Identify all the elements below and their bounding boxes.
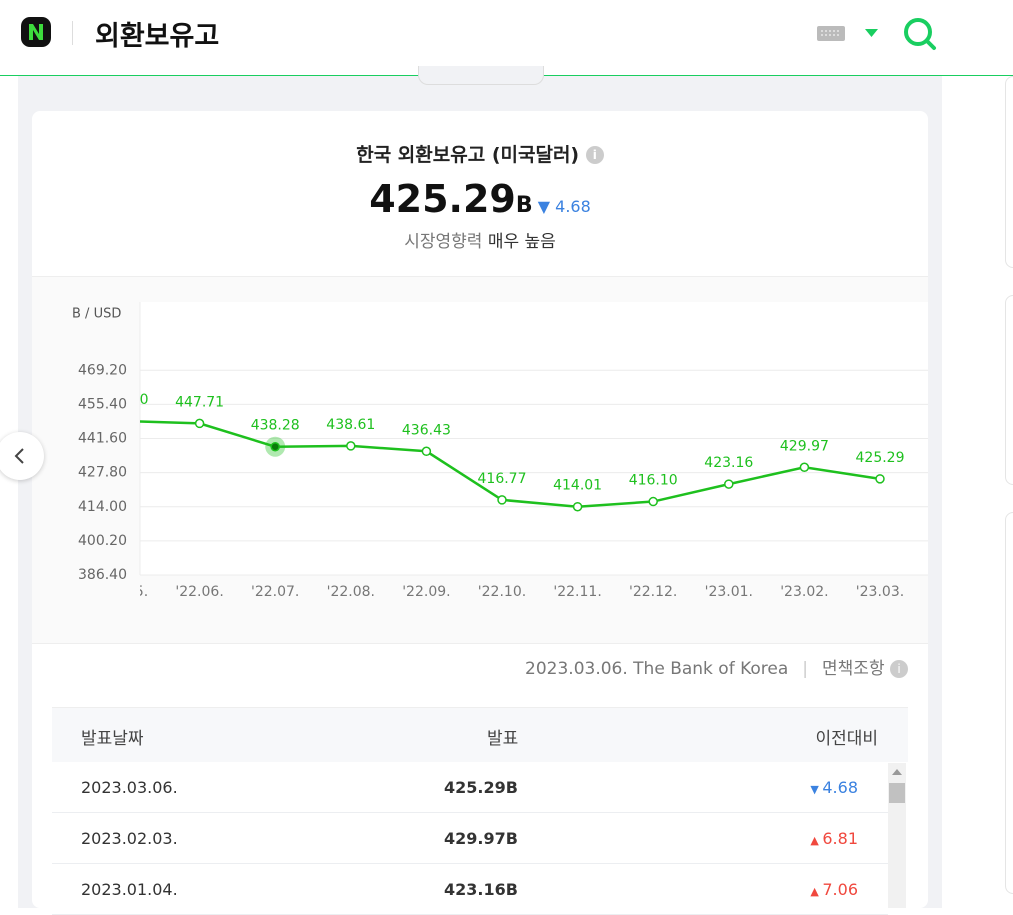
x-tick-label: '22.07. bbox=[251, 584, 299, 600]
x-tick-label: '23.03. bbox=[856, 584, 904, 600]
point bbox=[875, 474, 885, 484]
point bbox=[194, 418, 205, 429]
side-card bbox=[1005, 76, 1013, 268]
change: 7.06 bbox=[822, 880, 858, 899]
impact-label: 시장영향력 bbox=[404, 232, 483, 252]
header-cell: 발표 bbox=[487, 729, 519, 749]
x-tick-label: '22.10. bbox=[478, 584, 526, 600]
data-label: 438.61 bbox=[326, 417, 375, 433]
x-tick-label: '22.08. bbox=[327, 584, 375, 600]
x-tick-label: '23.01. bbox=[705, 584, 753, 600]
point bbox=[497, 495, 507, 505]
logo[interactable] bbox=[20, 16, 52, 48]
table-row: 2023.03.06. 425.29B ▼ 4.68 bbox=[52, 762, 888, 813]
header-title: 외환보유고 bbox=[95, 21, 220, 52]
change-arrow: ▲ bbox=[810, 834, 823, 847]
change: 4.68 bbox=[555, 197, 591, 216]
data-label: 414.01 bbox=[553, 478, 602, 494]
y-axis-label: B / USD bbox=[72, 307, 121, 322]
data-label: 416.77 bbox=[478, 471, 527, 487]
date-cell: 2023.02.03. bbox=[81, 829, 178, 848]
data-label: 448.70 bbox=[100, 392, 149, 408]
keyboard-icon[interactable] bbox=[816, 24, 846, 44]
y-tick-label: 469.20 bbox=[78, 362, 127, 378]
dropdown-icon[interactable] bbox=[864, 27, 880, 39]
change-arrow: ▼ bbox=[537, 197, 551, 216]
info-icon[interactable]: i bbox=[890, 660, 908, 678]
data-label: 423.16 bbox=[704, 455, 753, 471]
point bbox=[799, 462, 810, 473]
y-tick-label: 455.40 bbox=[78, 396, 127, 412]
x-tick-label: '23.02. bbox=[780, 584, 828, 600]
data-label: 447.71 bbox=[175, 394, 224, 410]
chart: B / USD 386.40 400.20 414.00 427.80 441.60 45… bbox=[72, 302, 928, 600]
current-value: 425.29 bbox=[369, 177, 516, 221]
prev-button[interactable] bbox=[0, 432, 44, 480]
side-card bbox=[1005, 512, 1013, 894]
change-arrow: ▲ bbox=[810, 885, 823, 898]
date-cell: 2023.03.06. bbox=[81, 778, 178, 797]
value-wrap: 425.29B ▼ 4.68 bbox=[32, 177, 928, 221]
change-arrow: ▼ bbox=[810, 783, 823, 796]
card-title-wrap: 한국 외환보유고 (미국달러) i bbox=[32, 140, 928, 167]
impact-value: 매우 높음 bbox=[487, 232, 556, 252]
y-tick-label: 441.60 bbox=[78, 431, 127, 447]
point bbox=[270, 441, 280, 452]
point bbox=[421, 446, 432, 457]
change: 6.81 bbox=[822, 829, 858, 848]
table-header: 발표날짜 발표 이전대비 bbox=[52, 707, 908, 762]
x-tick-label: '22.12. bbox=[629, 584, 677, 600]
unit: B bbox=[515, 193, 533, 218]
point bbox=[572, 501, 583, 512]
table-row: 2023.01.04. 423.16B ▲ 7.06 bbox=[52, 864, 888, 915]
y-tick-label: 427.80 bbox=[78, 465, 127, 481]
point bbox=[648, 496, 658, 507]
y-tick-label: 400.20 bbox=[78, 533, 127, 549]
x-tick-label: '22.11. bbox=[553, 584, 601, 600]
point bbox=[346, 441, 356, 451]
data-label: 425.29 bbox=[856, 450, 905, 466]
source: 2023.03.06. The Bank of Korea | 면책조항 i bbox=[525, 654, 908, 679]
change-cell: ▲ 6.81 bbox=[810, 829, 858, 848]
header-cell: 이전대비 bbox=[815, 729, 878, 749]
source-text: 2023.03.06. The Bank of Korea bbox=[525, 659, 789, 679]
x-tick-label: '22.05. bbox=[100, 584, 148, 600]
header-cell: 발표날짜 bbox=[81, 729, 144, 749]
tab-handle[interactable] bbox=[418, 66, 544, 85]
data-label: 438.28 bbox=[251, 418, 300, 434]
search-icon[interactable] bbox=[902, 15, 938, 51]
info-icon[interactable]: i bbox=[585, 146, 604, 164]
value-cell: 423.16B bbox=[444, 880, 518, 899]
scrollbar[interactable] bbox=[888, 763, 906, 908]
data-label: 429.97 bbox=[780, 438, 829, 454]
date-cell: 2023.01.04. bbox=[81, 880, 178, 899]
point bbox=[120, 417, 128, 425]
x-tick-label: '22.09. bbox=[402, 584, 450, 600]
header: 외환보유고 bbox=[0, 0, 1013, 76]
divider bbox=[72, 21, 73, 45]
y-tick-label: 414.00 bbox=[78, 499, 127, 515]
change-cell: ▲ 7.06 bbox=[810, 880, 858, 899]
value-cell: 429.97B bbox=[444, 829, 518, 848]
data-label: 436.43 bbox=[402, 422, 451, 438]
change: 4.68 bbox=[822, 778, 858, 797]
disclaimer[interactable]: 면책조항 bbox=[822, 659, 885, 679]
y-tick-label: 386.40 bbox=[78, 567, 127, 583]
side-card bbox=[1005, 295, 1013, 485]
point bbox=[724, 479, 734, 489]
impact: 시장영향력 매우 높음 bbox=[32, 227, 928, 252]
indicator-card: 한국 외환보유고 (미국달러) i 425.29B ▼ 4.68 시장영향력 매… bbox=[32, 111, 928, 908]
change-cell: ▼ 4.68 bbox=[810, 778, 858, 797]
x-tick-label: '22.06. bbox=[175, 584, 223, 600]
table-row: 2023.02.03. 429.97B ▲ 6.81 bbox=[52, 813, 888, 864]
card-title: 한국 외환보유고 (미국달러) bbox=[356, 144, 580, 166]
data-label: 416.10 bbox=[629, 473, 678, 489]
value-cell: 425.29B bbox=[444, 778, 518, 797]
